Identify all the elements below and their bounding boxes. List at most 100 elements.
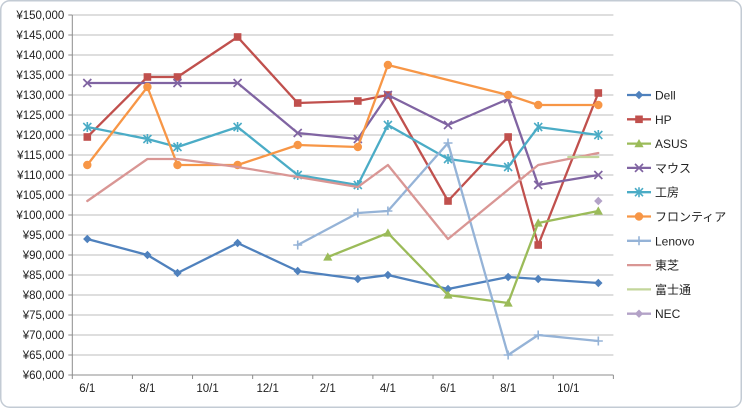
marker-triangle xyxy=(634,139,644,148)
marker-x xyxy=(232,78,243,88)
marker-circle xyxy=(634,212,644,221)
marker-square xyxy=(83,133,92,141)
legend-label: 富士通 xyxy=(655,282,691,297)
marker-diamond xyxy=(233,238,242,248)
marker-square xyxy=(444,197,452,205)
series-NEC[interactable] xyxy=(594,196,603,206)
legend-item-フロンティア[interactable]: フロンティア xyxy=(627,210,726,224)
legend-label: Lenovo xyxy=(655,234,695,248)
series-東芝[interactable] xyxy=(86,151,600,241)
series-工房[interactable] xyxy=(82,120,603,190)
marker-diamond xyxy=(173,268,182,278)
marker-x xyxy=(593,170,603,180)
series-フロンティア[interactable] xyxy=(83,60,603,170)
x-axis-label: 4/1 xyxy=(380,383,396,395)
marker-circle xyxy=(173,160,182,170)
x-axis-label: 2/1 xyxy=(320,383,336,395)
series-line xyxy=(86,81,600,187)
marker-circle xyxy=(503,90,513,100)
marker-square xyxy=(354,97,362,105)
marker-star xyxy=(172,142,183,152)
series-ASUS[interactable] xyxy=(323,206,603,307)
x-axis-label: 8/1 xyxy=(139,383,155,395)
x-axis-label: 6/1 xyxy=(440,383,456,395)
y-axis-label: ¥90,000 xyxy=(22,250,65,262)
marker-square xyxy=(635,115,643,124)
marker-x xyxy=(383,90,393,100)
marker-diamond xyxy=(293,266,302,276)
legend-label: フロンティア xyxy=(655,210,726,224)
marker-plus xyxy=(353,208,363,218)
marker-star xyxy=(82,122,92,132)
marker-diamond xyxy=(443,284,453,294)
marker-star xyxy=(503,162,513,172)
y-axis-label: ¥135,000 xyxy=(15,70,64,82)
x-axis-labels: 6/1 8/1 10/1 12/1 2/1 4/1 6/1 8/1 10/1 xyxy=(71,375,614,395)
y-axis-labels: ¥150,000 ¥145,000 ¥140,000 ¥135,000 ¥130,000… xyxy=(15,10,73,382)
marker-star xyxy=(383,120,393,130)
marker-square xyxy=(173,73,182,81)
marker-diamond xyxy=(353,274,363,284)
marker-x xyxy=(82,78,92,88)
legend-item-富士通[interactable]: 富士通 xyxy=(627,282,691,297)
x-axis-label: 10/1 xyxy=(557,383,579,395)
marker-circle xyxy=(534,100,543,110)
y-axis-label: ¥85,000 xyxy=(22,270,65,282)
y-axis-label: ¥60,000 xyxy=(22,370,65,382)
marker-diamond xyxy=(634,90,644,100)
marker-plus xyxy=(503,350,513,360)
marker-square xyxy=(293,99,302,107)
legend-item-Dell[interactable]: Dell xyxy=(627,89,676,103)
legend-item-マウス[interactable]: マウス xyxy=(627,161,691,175)
y-axis-label: ¥80,000 xyxy=(22,290,65,302)
legend-item-Lenovo[interactable]: Lenovo xyxy=(627,234,695,248)
marker-square xyxy=(594,89,603,97)
marker-triangle xyxy=(443,290,453,299)
legend-item-工房[interactable]: 工房 xyxy=(627,185,679,200)
marker-diamond xyxy=(534,274,543,284)
marker-triangle xyxy=(533,218,543,227)
x-axis-label: 12/1 xyxy=(256,383,278,395)
marker-square xyxy=(233,33,242,41)
marker-circle xyxy=(383,60,393,70)
legend-label: 東芝 xyxy=(655,258,679,273)
marker-diamond xyxy=(594,278,603,288)
marker-x xyxy=(634,163,644,173)
marker-circle xyxy=(83,160,92,170)
marker-circle xyxy=(293,140,302,150)
series-Lenovo[interactable] xyxy=(293,138,603,360)
marker-square xyxy=(534,241,542,249)
y-axis-label: ¥110,000 xyxy=(16,170,64,182)
legend-item-東芝[interactable]: 東芝 xyxy=(627,258,679,273)
legend-label: 工房 xyxy=(655,185,679,200)
legend-label: マウス xyxy=(655,161,691,175)
y-axis-label: ¥105,000 xyxy=(15,190,64,202)
y-axis-label: ¥140,000 xyxy=(15,50,64,62)
y-axis-label: ¥95,000 xyxy=(22,230,65,242)
marker-plus xyxy=(443,138,453,148)
y-axis-label: ¥100,000 xyxy=(15,210,64,222)
marker-star xyxy=(142,134,152,144)
legend-item-ASUS[interactable]: ASUS xyxy=(627,137,688,151)
y-axis-label: ¥125,000 xyxy=(15,110,64,122)
marker-circle xyxy=(353,142,363,152)
marker-plus xyxy=(293,240,303,250)
marker-diamond xyxy=(383,270,393,280)
marker-diamond xyxy=(594,196,603,206)
legend-item-NEC[interactable]: NEC xyxy=(627,307,681,321)
legend-label: Dell xyxy=(655,89,676,103)
marker-triangle xyxy=(593,206,603,215)
legend-label: ASUS xyxy=(655,137,688,151)
marker-diamond xyxy=(143,250,152,260)
marker-square xyxy=(504,133,512,141)
x-axis-label: 6/1 xyxy=(79,383,95,395)
y-axis-label: ¥65,000 xyxy=(22,350,65,362)
marker-circle xyxy=(143,82,152,92)
legend-item-HP[interactable]: HP xyxy=(627,113,672,127)
series-line xyxy=(86,151,600,241)
x-axis-label: 8/1 xyxy=(500,383,516,395)
marker-x xyxy=(533,180,543,190)
